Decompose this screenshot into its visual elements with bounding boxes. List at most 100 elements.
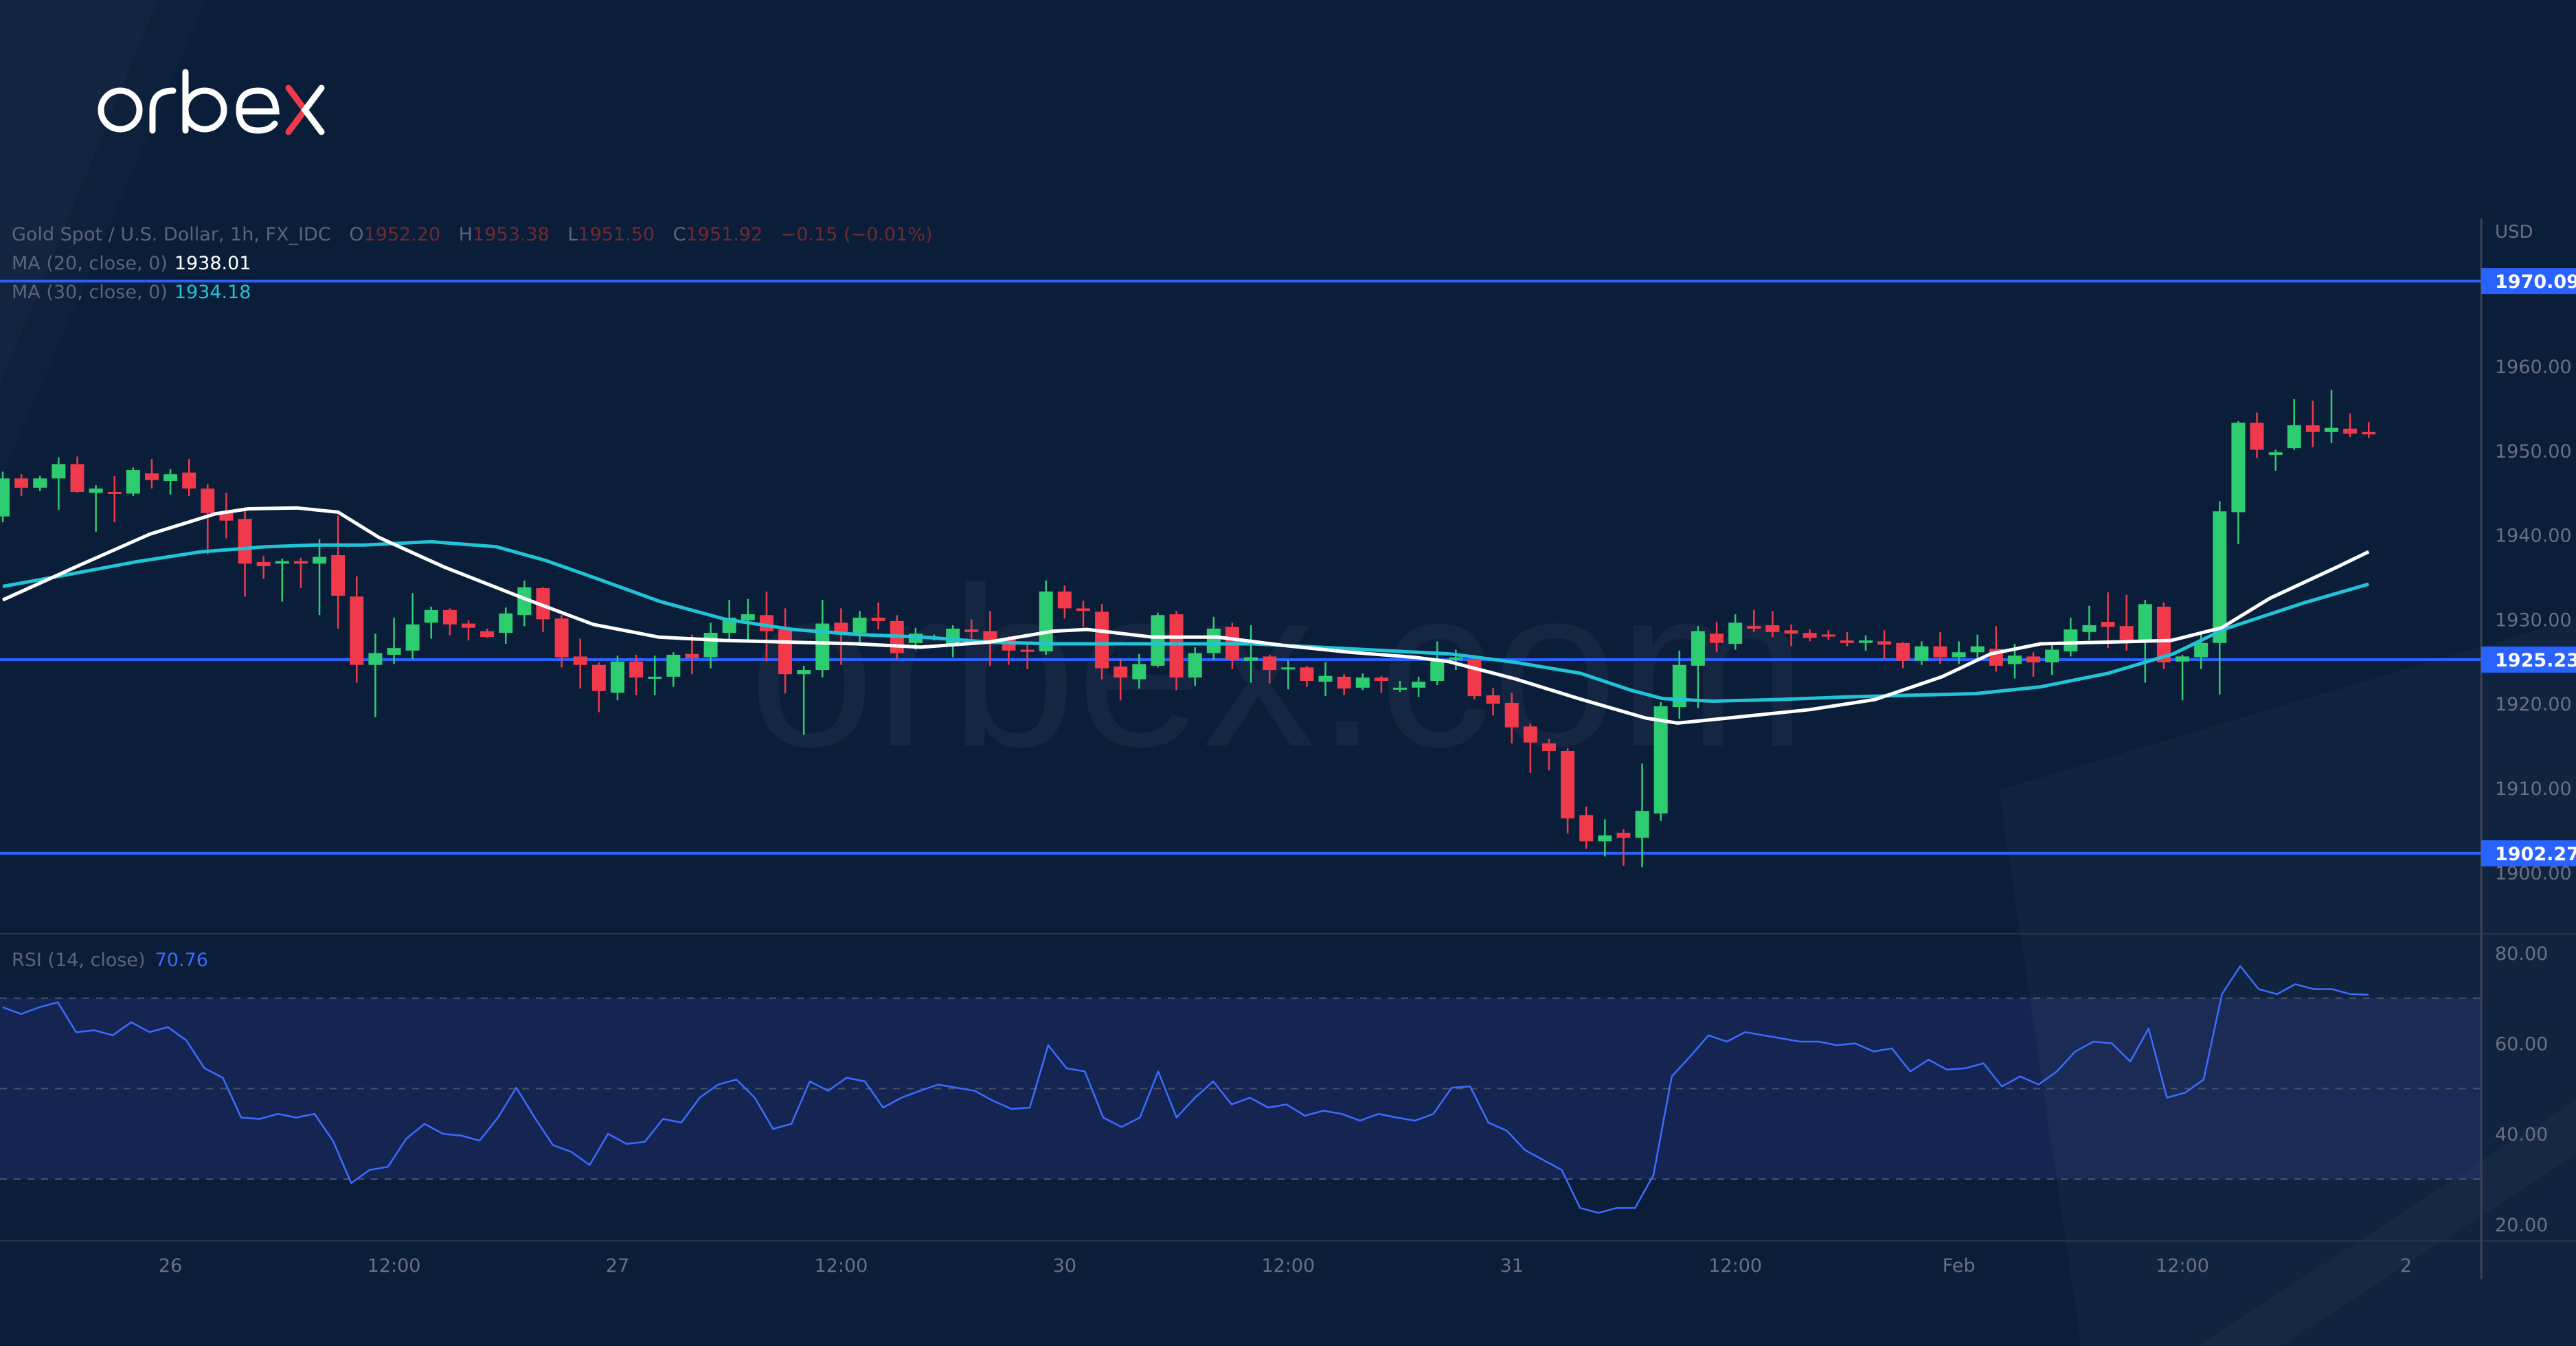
candle-body: [1747, 626, 1761, 629]
candle-body: [591, 664, 606, 691]
candle: [89, 485, 103, 532]
candle: [182, 459, 196, 497]
candle-body: [1355, 677, 1370, 688]
time-tick-label: 26: [159, 1255, 182, 1277]
candle: [1561, 748, 1575, 834]
candle-body: [1728, 622, 1743, 644]
candle-body: [797, 670, 811, 675]
candle: [70, 456, 84, 493]
candle-body: [2138, 604, 2152, 640]
candle-body: [2082, 625, 2097, 632]
symbol-legend[interactable]: Gold Spot / U.S. Dollar, 1h, FX_IDC O195…: [12, 224, 933, 245]
candle-body: [331, 555, 346, 596]
candle-body: [1169, 614, 1184, 678]
candle-body: [2045, 649, 2059, 663]
close-label: C: [673, 224, 686, 245]
candle: [1504, 693, 1519, 743]
candle: [1355, 673, 1370, 691]
candle: [2362, 422, 2376, 438]
candle-body: [1281, 667, 1296, 670]
level-price-tag[interactable]: [2481, 646, 2576, 673]
candle-body: [1616, 833, 1631, 838]
candle-body: [2194, 642, 2208, 658]
candle-body: [852, 617, 867, 633]
candle-body: [1132, 664, 1146, 680]
time-tick-label: 27: [606, 1255, 629, 1277]
ma30-legend[interactable]: MA (30, close, 0) 1934.18: [12, 282, 251, 303]
price-tick-label: 1910.00: [2495, 778, 2572, 800]
candle-body: [1710, 633, 1724, 643]
candle: [1020, 644, 1035, 669]
candle-body: [554, 618, 569, 658]
candle: [871, 602, 885, 630]
level-price-tag[interactable]: [2481, 840, 2576, 866]
candle: [2268, 449, 2283, 471]
ma30-line: [2, 539, 2369, 703]
ma30-label: MA (30, close, 0): [12, 282, 168, 303]
candle-body: [2176, 656, 2190, 662]
candle: [33, 475, 47, 491]
orbex-logo: [96, 69, 330, 148]
time-tick-label: 12:00: [368, 1255, 421, 1277]
candle-body: [573, 656, 587, 665]
time-axis[interactable]: 26 12:00 27 12:00 30 12:00 31 12:00 Feb 12:00 2: [159, 1255, 2412, 1277]
candle: [163, 469, 178, 495]
candle: [2250, 412, 2264, 458]
candle-body: [1504, 702, 1519, 728]
candle: [499, 607, 513, 644]
low-value: 1951.50: [578, 224, 655, 245]
candle: [741, 598, 755, 640]
high-label: H: [458, 224, 473, 245]
candle-body: [629, 661, 644, 678]
candle: [1803, 629, 1817, 642]
price-axis[interactable]: USD 1900.00 1910.00 1920.00 1930.00 1940.00 19…: [2481, 222, 2576, 1236]
candle-body: [442, 609, 457, 625]
candle-body: [1877, 641, 1892, 645]
price-tick-label: 1960.00: [2495, 357, 2572, 378]
horizontal-levels[interactable]: [0, 280, 2481, 855]
price-tick-label: 1900.00: [2495, 863, 2572, 884]
low-label: L: [567, 224, 578, 245]
ma20-legend[interactable]: MA (20, close, 0) 1938.01: [12, 253, 251, 274]
candle-body: [238, 519, 252, 564]
candle: [1132, 653, 1146, 689]
candle-body: [1803, 633, 1817, 638]
candle-body: [480, 631, 495, 638]
candle: [387, 617, 401, 664]
candle: [2305, 401, 2320, 447]
candle-body: [1635, 811, 1649, 838]
candle-body: [1598, 835, 1612, 842]
candle-body: [2231, 423, 2246, 513]
candle-body: [1896, 642, 1910, 661]
candle: [52, 457, 66, 510]
price-tick-label: 1930.00: [2495, 609, 2572, 631]
candle: [648, 655, 662, 695]
candle: [1114, 659, 1128, 701]
price-tick-label: 1950.00: [2495, 441, 2572, 462]
candle: [1057, 585, 1072, 619]
time-tick-label: 31: [1500, 1255, 1524, 1277]
candle: [852, 611, 867, 645]
candle-body: [983, 631, 997, 641]
level-price-tag[interactable]: [2481, 268, 2576, 295]
candle: [1151, 612, 1165, 668]
rsi-legend[interactable]: RSI (14, close) 70.76: [12, 950, 208, 971]
candle-body: [201, 489, 215, 513]
candle-body: [462, 623, 475, 628]
candle-body: [14, 478, 29, 488]
candle: [1728, 614, 1743, 650]
candle: [536, 587, 550, 632]
candle-body: [648, 676, 662, 679]
candle: [126, 467, 140, 497]
candle-body: [1263, 656, 1277, 671]
candle: [2231, 420, 2246, 545]
candle: [1970, 634, 1985, 660]
time-tick-label: Feb: [1943, 1255, 1976, 1277]
time-tick-label: 2: [2400, 1255, 2412, 1277]
candle: [983, 611, 997, 666]
candle: [2101, 592, 2115, 649]
moving-averages: [1, 506, 2370, 725]
candle-body: [107, 491, 122, 494]
candle: [666, 652, 681, 687]
